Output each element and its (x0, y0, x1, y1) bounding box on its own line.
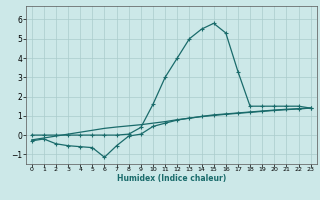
X-axis label: Humidex (Indice chaleur): Humidex (Indice chaleur) (116, 174, 226, 183)
